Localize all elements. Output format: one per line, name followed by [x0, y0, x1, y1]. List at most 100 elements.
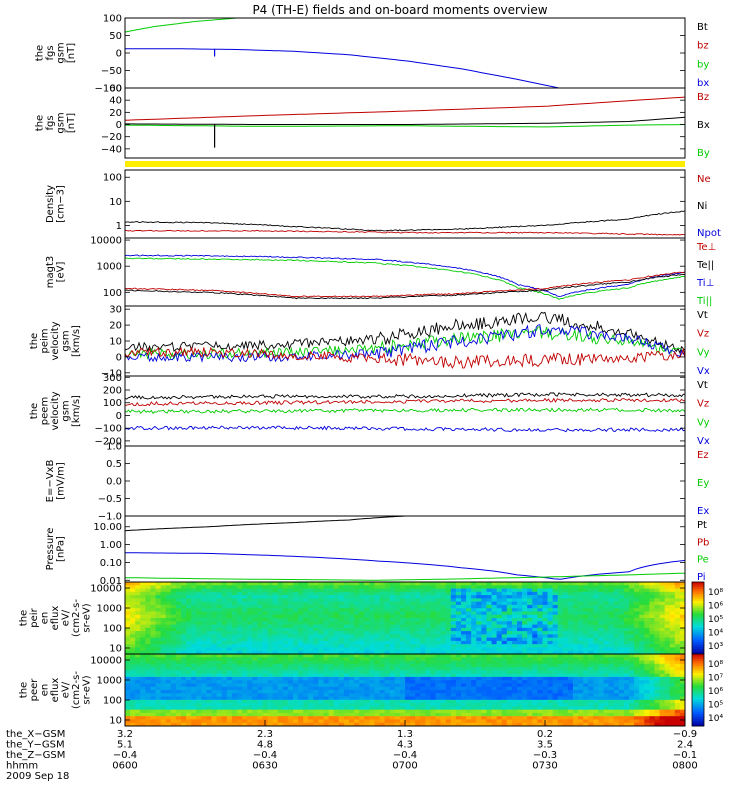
heatmap-cell: [415, 621, 421, 625]
heatmap-cell: [613, 618, 620, 622]
heatmap-cell: [186, 706, 192, 711]
heatmap-cell: [435, 654, 442, 658]
heatmap-cell: [354, 611, 360, 616]
heatmap-cell: [211, 627, 218, 632]
heatmap-cell: [450, 716, 457, 720]
heatmap-cell: [181, 588, 187, 593]
heatmap-cell: [425, 673, 431, 678]
heatmap-cell: [237, 709, 243, 714]
heatmap-cell: [272, 634, 279, 639]
heatmap-cell: [486, 611, 492, 616]
colorbar-segment: [692, 589, 704, 593]
heatmap-cell: [242, 647, 248, 652]
heatmap-cell: [125, 663, 131, 668]
heatmap-cell: [593, 595, 599, 599]
heatmap-cell: [130, 647, 136, 652]
heatmap-cell: [282, 582, 289, 586]
heatmap-cell: [415, 608, 421, 612]
series-line-red: [124, 229, 686, 236]
heatmap-cell: [359, 611, 365, 616]
heatmap-cell: [466, 618, 472, 622]
heatmap-cell: [318, 601, 324, 606]
heatmap-cell: [237, 618, 243, 622]
heatmap-cell: [445, 588, 452, 593]
heatmap-cell: [644, 614, 650, 619]
y-axis-label: Pressure: [45, 528, 56, 571]
heatmap-cell: [165, 588, 172, 593]
heatmap-cell: [349, 647, 355, 652]
heatmap-cell: [394, 686, 401, 691]
heatmap-cell: [435, 591, 442, 596]
heatmap-cell: [170, 686, 177, 691]
heatmap-cell: [303, 611, 309, 616]
heatmap-cell: [496, 673, 503, 678]
heatmap-cell: [583, 706, 589, 711]
heatmap-cell: [486, 604, 492, 609]
heatmap-cell: [598, 673, 604, 678]
heatmap-cell: [629, 614, 635, 619]
heatmap-cell: [130, 663, 136, 668]
heatmap-cell: [608, 670, 615, 675]
heatmap-cell: [318, 608, 324, 612]
heatmap-cell: [257, 670, 263, 675]
heatmap-cell: [593, 647, 599, 652]
heatmap-cell: [486, 637, 492, 642]
heatmap-cell: [445, 647, 452, 652]
heatmap-cell: [394, 601, 401, 606]
heatmap-cell: [415, 640, 421, 645]
heatmap-cell: [455, 663, 462, 668]
heatmap-cell: [537, 660, 543, 665]
heatmap-cell: [471, 627, 477, 632]
heatmap-cell: [216, 611, 223, 616]
heatmap-cell: [237, 624, 243, 629]
heatmap-cell: [613, 703, 620, 707]
heatmap-cell: [654, 644, 660, 648]
heatmap-cell: [150, 614, 156, 619]
heatmap-cell: [659, 624, 666, 629]
legend-entry: bz: [697, 41, 709, 52]
heatmap-cell: [175, 582, 182, 586]
heatmap-cell: [277, 618, 284, 622]
heatmap-cell: [629, 712, 635, 717]
heatmap-cell: [293, 716, 299, 720]
heatmap-cell: [562, 631, 569, 635]
heatmap-cell: [379, 644, 386, 648]
heatmap-cell: [272, 690, 279, 694]
heatmap-cell: [338, 650, 345, 655]
heatmap-cell: [517, 654, 523, 658]
heatmap-cell: [450, 627, 457, 632]
heatmap-cell: [506, 611, 513, 616]
heatmap-cell: [125, 650, 131, 655]
heatmap-cell: [181, 709, 187, 714]
heatmap-cell: [293, 611, 299, 616]
heatmap-cell: [165, 706, 172, 711]
heatmap-cell: [349, 611, 355, 616]
heatmap-cell: [440, 595, 447, 599]
heatmap-cell: [486, 598, 492, 603]
heatmap-cell: [364, 631, 370, 635]
heatmap-cell: [598, 644, 604, 648]
colorbar-segment: [692, 649, 704, 653]
heatmap-cell: [216, 667, 223, 671]
heatmap-cell: [175, 667, 182, 671]
heatmap-cell: [231, 608, 238, 612]
heatmap-cell: [532, 657, 538, 661]
heatmap-cell: [298, 690, 304, 694]
heatmap-cell: [679, 614, 686, 619]
heatmap-cell: [476, 712, 482, 717]
heatmap-cell: [445, 722, 452, 727]
heatmap-cell: [125, 657, 131, 661]
heatmap-cell: [639, 621, 645, 625]
heatmap-cell: [303, 693, 309, 697]
heatmap-cell: [272, 676, 279, 681]
heatmap-cell: [644, 631, 650, 635]
heatmap-cell: [272, 608, 279, 612]
heatmap-cell: [481, 703, 487, 707]
heatmap-cell: [170, 676, 177, 681]
heatmap-cell: [425, 670, 431, 675]
heatmap-cell: [145, 722, 151, 727]
heatmap-cell: [262, 657, 268, 661]
heatmap-cell: [181, 585, 187, 589]
heatmap-cell: [206, 667, 212, 671]
heatmap-cell: [374, 644, 380, 648]
